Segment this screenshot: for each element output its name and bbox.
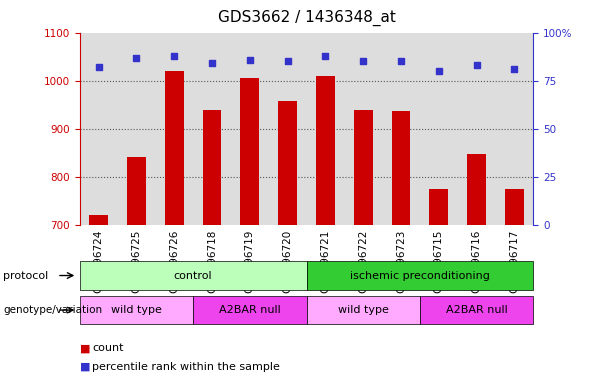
Bar: [495, 33, 533, 225]
Bar: [202, 111, 221, 225]
Bar: [458, 33, 495, 225]
Bar: [429, 189, 448, 225]
Text: A2BAR null: A2BAR null: [446, 305, 508, 315]
Point: [131, 55, 141, 61]
Bar: [420, 33, 458, 225]
Text: percentile rank within the sample: percentile rank within the sample: [92, 362, 280, 372]
Bar: [193, 33, 231, 225]
Bar: [345, 33, 382, 225]
Point: [207, 60, 217, 66]
Point: [245, 56, 255, 63]
Text: ■: ■: [80, 362, 90, 372]
Bar: [118, 33, 155, 225]
Point: [472, 62, 482, 68]
Text: ischemic preconditioning: ischemic preconditioning: [350, 270, 490, 281]
Bar: [316, 76, 335, 225]
Bar: [354, 111, 373, 225]
Bar: [268, 33, 306, 225]
Text: GDS3662 / 1436348_at: GDS3662 / 1436348_at: [218, 10, 395, 26]
Point: [358, 58, 368, 65]
Bar: [306, 33, 345, 225]
Text: A2BAR null: A2BAR null: [219, 305, 281, 315]
Text: ■: ■: [80, 343, 90, 353]
Bar: [278, 101, 297, 225]
Bar: [165, 71, 184, 225]
Text: count: count: [92, 343, 123, 353]
Bar: [240, 78, 259, 225]
Text: control: control: [173, 270, 213, 281]
Bar: [80, 33, 118, 225]
Bar: [127, 157, 146, 225]
Bar: [155, 33, 193, 225]
Text: wild type: wild type: [111, 305, 162, 315]
Text: protocol: protocol: [3, 270, 48, 281]
Point: [396, 58, 406, 65]
Point: [94, 64, 104, 70]
Bar: [505, 189, 524, 225]
Bar: [231, 33, 268, 225]
Point: [434, 68, 444, 74]
Point: [509, 66, 519, 72]
Point: [321, 53, 330, 59]
Point: [169, 53, 179, 59]
Bar: [89, 215, 108, 225]
Text: genotype/variation: genotype/variation: [3, 305, 102, 315]
Text: wild type: wild type: [338, 305, 389, 315]
Point: [283, 58, 292, 65]
Bar: [382, 33, 420, 225]
Bar: [392, 111, 411, 225]
Bar: [467, 154, 486, 225]
